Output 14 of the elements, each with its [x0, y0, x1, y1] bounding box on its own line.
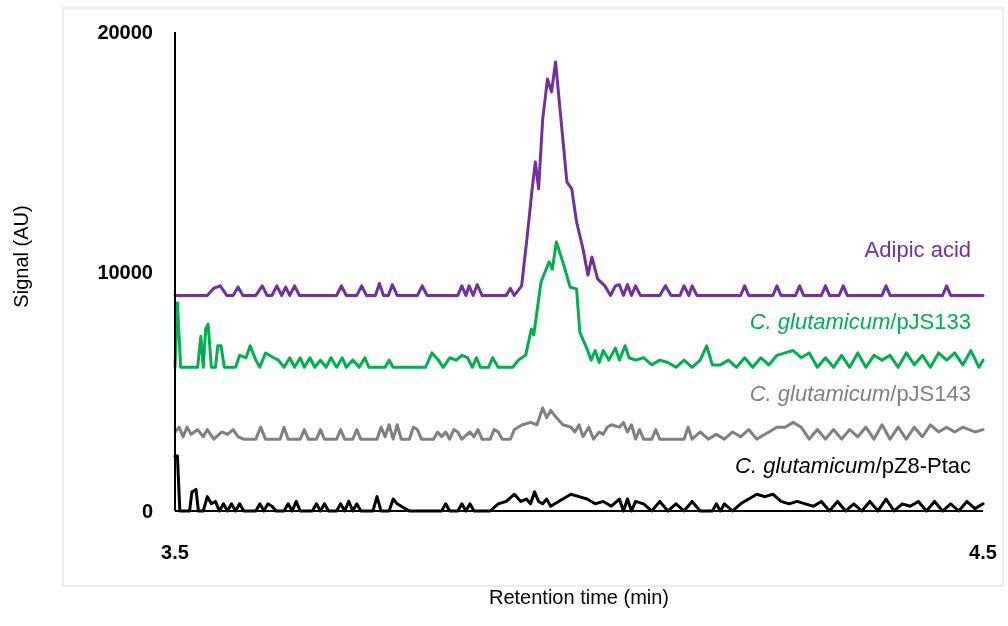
series-label: C. glutamicum/pJS133: [749, 309, 971, 335]
y-axis-title: Signal (AU): [10, 205, 32, 308]
series-label: C. glutamicum/pJS143: [749, 381, 971, 407]
x-tick-label: 4.5: [969, 541, 997, 563]
line-series: [173, 406, 985, 441]
series-label: C. glutamicum/pZ8-Ptac: [735, 453, 971, 478]
x-tick-label: 3.5: [161, 541, 189, 563]
y-tick-label: 10000: [97, 260, 153, 283]
y-tick-label: 20000: [97, 21, 153, 43]
y-tick-label: 0: [141, 500, 153, 522]
x-axis-title: Retention time (min): [488, 586, 670, 608]
line-series: [173, 240, 985, 369]
line-series: [173, 60, 985, 297]
series-label: Adipic acid: [864, 237, 971, 263]
